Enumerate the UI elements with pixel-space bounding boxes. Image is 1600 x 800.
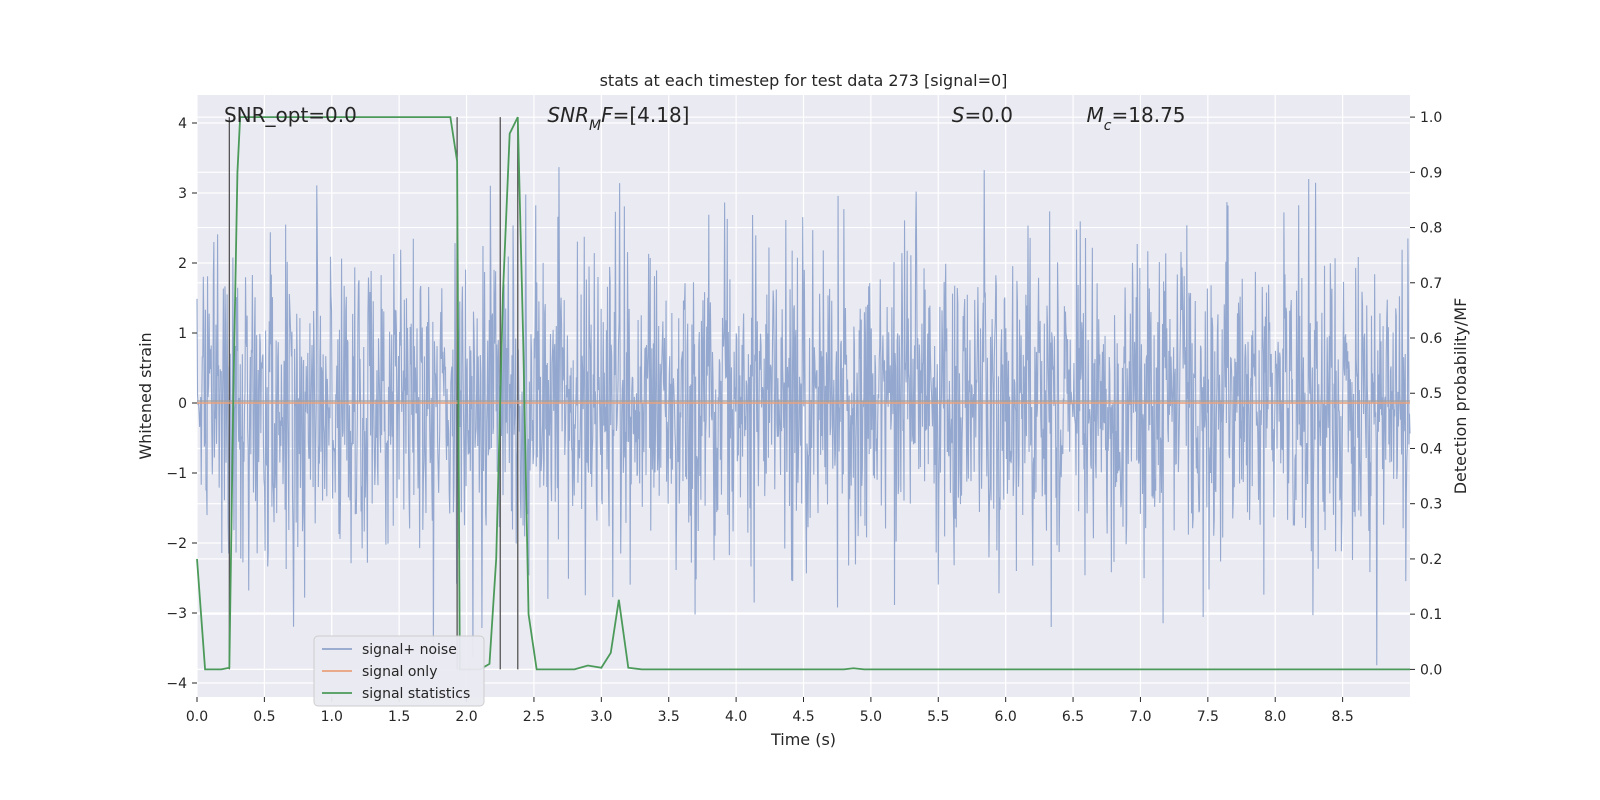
x-tick-label: 1.5 [388,709,410,725]
annotation-layer: SNR_opt=0.0 SNRMF=[4.18] S=0.0 Mc=18.75 [224,103,1186,134]
x-tick-label: 5.5 [927,709,949,725]
x-tick-label: 1.0 [321,709,343,725]
x-tick-label: 5.0 [860,709,882,725]
annotation-main: SNR_opt=0.0 [224,103,357,127]
x-tick-label: 8.5 [1331,709,1353,725]
x-tick-label: 8.0 [1264,709,1286,725]
annotation-text: SNRMF=[4.18] [547,103,689,134]
y-tick-label: 4 [178,116,187,132]
line-layer [196,116,1410,671]
y2-tick-label: 0.4 [1420,441,1442,457]
x-tick-label: 4.5 [792,709,814,725]
y-tick-label: −3 [166,606,187,622]
y-axis-label: Whitened strain [136,332,155,459]
legend-label: signal statistics [362,686,470,702]
chart-title: stats at each timestep for test data 273… [600,71,1008,90]
y2-tick-label: 0.8 [1420,221,1442,237]
annotation-main: M [1087,103,1104,127]
legend-label: signal+ noise [362,642,457,658]
y-tick-label: −2 [166,536,187,552]
y-tick-label: −4 [166,676,187,692]
y-tick-label: −1 [166,466,187,482]
annotation-subscript: M [589,118,601,134]
y2-tick-label: 0.3 [1420,497,1442,513]
x-tick-label: 2.0 [455,709,477,725]
series-signal-statistics [196,116,1410,671]
tick-layer: 0.0 0.5 1.0 1.5 2.0 2.5 3.0 3.5 4.0 4.5 5.0 5.5 6.0 6… [166,110,1442,725]
x-tick-label: 6.5 [1062,709,1084,725]
annotation-suffix: F [601,103,613,127]
annotation-main: SNR [547,103,589,127]
y2-tick-label: 0.1 [1420,607,1442,623]
x-tick-label: 2.5 [523,709,545,725]
series-signal-noise [196,167,1411,666]
x-tick-label: 0.0 [186,709,208,725]
x-tick-label: 0.5 [253,709,275,725]
y2-tick-label: 0.9 [1420,165,1442,181]
legend: signal+ noise signal only signal statistic… [313,635,485,707]
legend-label: signal only [362,664,437,680]
x-tick-label: 3.5 [658,709,680,725]
legend-box [313,635,485,707]
y2-tick-label: 0.5 [1420,386,1442,402]
x-tick-label: 7.5 [1197,709,1219,725]
x-tick-label: 7.0 [1129,709,1151,725]
noise-layer [196,167,1411,666]
y2-tick-label: 0.6 [1420,331,1442,347]
y-tick-label: 3 [178,186,187,202]
x-tick-label: 6.0 [995,709,1017,725]
y-tick-label: 0 [178,396,187,412]
x-axis-label: Time (s) [770,730,836,749]
y2-tick-label: 0.2 [1420,552,1442,568]
annotation-text: SNR_opt=0.0 [224,103,357,127]
annotation-suffix: =18.75 [1112,103,1186,127]
x-tick-label: 3.0 [590,709,612,725]
annotation-main: S [952,103,965,127]
annotation-value: =[4.18] [613,103,690,127]
y-tick-label: 1 [178,326,187,342]
annotation-text: Mc=18.75 [1087,103,1186,134]
annotation-suffix: =0.0 [964,103,1013,127]
y-tick-label: 2 [178,256,187,272]
y2-tick-label: 1.0 [1420,110,1442,126]
y2-axis-label: Detection probability/MF [1451,298,1470,495]
x-tick-label: 4.0 [725,709,747,725]
y2-tick-label: 0.0 [1420,662,1442,678]
annotation-text: S=0.0 [952,103,1013,127]
annotation-subscript: c [1104,118,1112,134]
y2-tick-label: 0.7 [1420,276,1442,292]
